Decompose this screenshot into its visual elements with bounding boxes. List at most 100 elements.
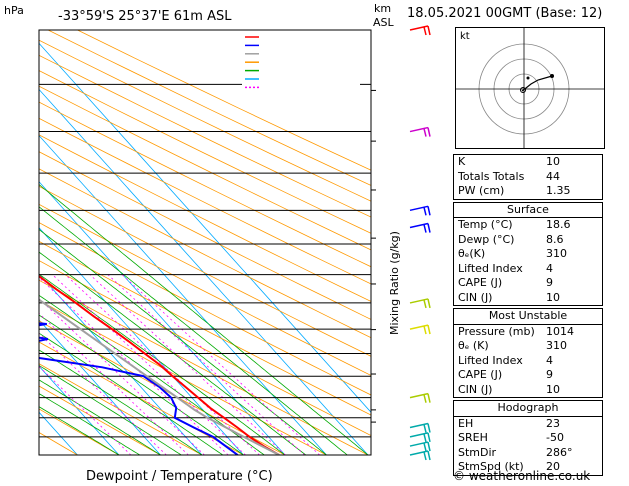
index-label: SREH <box>458 431 488 444</box>
wind-barb-flag <box>427 441 431 452</box>
wind-barb-flag <box>427 223 431 233</box>
index-value: 4 <box>546 353 553 367</box>
isotherm-line <box>39 181 286 455</box>
footer-credit: © weatheronline.co.uk <box>453 469 591 483</box>
index-row: StmDir 286° <box>454 446 602 461</box>
series-line-parcel-trajectory <box>39 298 280 455</box>
index-label: Lifted Index <box>458 261 523 275</box>
wind-barb-shaft <box>409 25 429 31</box>
isotherm-line <box>0 30 36 455</box>
wind-barb-flag <box>423 424 427 433</box>
index-row: Totals Totals 44 <box>454 170 602 185</box>
wind-barb-flag <box>423 325 427 335</box>
wind-barbs <box>409 25 431 461</box>
index-row: Lifted Index 4 <box>454 354 602 369</box>
wind-barb-shaft <box>409 450 429 456</box>
dry-adiabat-line <box>39 279 369 455</box>
index-label: θₑ(K) <box>458 247 486 260</box>
legend <box>242 32 360 90</box>
index-row: CAPE (J) 9 <box>454 276 602 291</box>
wind-barb-shaft <box>409 392 429 399</box>
index-label: EH <box>458 416 474 430</box>
dry-adiabat-line <box>39 408 120 455</box>
dry-adiabat-line <box>39 385 161 455</box>
hodograph-plot: kt <box>456 28 604 148</box>
index-label: Temp (°C) <box>458 218 513 231</box>
dry-adiabat-line <box>47 30 371 186</box>
dry-adiabat-line <box>39 39 371 202</box>
background-lines <box>0 30 371 455</box>
dry-adiabat-line <box>39 117 371 285</box>
most-unstable-box: Most Unstable Pressure (mb) 1014 θₑ (K) 310… <box>453 308 603 398</box>
index-value: 23 <box>546 416 560 430</box>
index-label: θₑ (K) <box>458 339 489 352</box>
series-line-temperature <box>39 274 280 455</box>
x-axis-label: Dewpoint / Temperature (°C) <box>86 469 273 484</box>
index-row: StmSpd (kt) 20 <box>454 460 602 475</box>
wind-barb-flag <box>423 433 427 443</box>
wind-barb-shaft <box>409 441 429 447</box>
wet-adiabat-line <box>39 184 369 455</box>
wet-adiabat-line <box>39 349 203 455</box>
index-row: Lifted Index 4 <box>454 262 602 277</box>
mixing-ratio-line <box>107 274 305 455</box>
wind-barb-flag <box>423 207 427 216</box>
index-label: CIN (J) <box>458 290 493 304</box>
dry-adiabat-line <box>39 341 244 455</box>
index-row: θₑ (K) 310 <box>454 339 602 354</box>
index-value: 10 <box>546 155 560 168</box>
index-row: EH 23 <box>454 417 602 432</box>
wind-barb-flag <box>427 423 431 433</box>
index-label: CIN (J) <box>458 382 493 396</box>
asl-unit-label: ASL <box>373 16 395 29</box>
series-line-dewpoint <box>39 322 239 455</box>
wet-adiabat-line <box>39 294 265 455</box>
indices-panel: K 10 Totals Totals 44 PW (cm) 1.35 Surface Te… <box>453 154 603 478</box>
hodograph-trace <box>521 75 553 92</box>
index-row: Pressure (mb) 1014 <box>454 325 602 340</box>
index-label: PW (cm) <box>458 184 505 197</box>
mixing-ratio-axis-label: Mixing Ratio (g/kg) <box>388 231 401 335</box>
mixing-ratio-line <box>39 312 189 455</box>
index-value: 44 <box>546 169 560 183</box>
index-label: Totals Totals <box>458 169 525 183</box>
axes-labels <box>371 89 376 423</box>
wet-adiabat-line <box>39 364 182 455</box>
dry-adiabat-line <box>39 134 371 302</box>
index-value: 286° <box>546 445 573 459</box>
dry-adiabat-line <box>77 30 371 171</box>
isotherm-line <box>39 88 369 455</box>
dry-adiabat-line <box>39 320 286 455</box>
index-label: Lifted Index <box>458 353 523 367</box>
isotherm-line <box>39 319 161 455</box>
hodograph-unit-label: kt <box>460 31 470 42</box>
wet-adiabat-line <box>39 406 120 455</box>
wind-barb-flag <box>423 451 427 461</box>
plot-frame <box>38 29 372 456</box>
index-value: 1.35 <box>546 184 571 197</box>
dry-adiabat-line <box>39 54 371 218</box>
surface-title: Surface <box>454 203 602 218</box>
wind-barb-shaft <box>409 298 429 304</box>
dry-adiabat-line <box>39 240 371 416</box>
surface-box: Surface Temp (°C) 18.6 Dewp (°C) 8.6 θₑ(K) 31… <box>453 201 603 306</box>
wind-barb-shaft <box>409 222 429 229</box>
hodograph: kt <box>455 27 605 149</box>
index-row: Temp (°C) 18.6 <box>454 218 602 233</box>
index-label: Dewp (°C) <box>458 232 515 246</box>
legend-background <box>242 32 360 90</box>
index-row: Dewp (°C) 8.6 <box>454 233 602 248</box>
mixing-ratio-line <box>39 365 132 455</box>
wind-barb-flag <box>423 394 427 403</box>
index-label: Pressure (mb) <box>458 324 535 338</box>
index-row: CIN (J) 10 <box>454 291 602 306</box>
index-row: CAPE (J) 9 <box>454 368 602 383</box>
wet-adiabat-line <box>39 332 224 455</box>
wind-barb-shaft <box>409 324 429 330</box>
isotherm-line <box>39 227 244 455</box>
index-value: 4 <box>546 261 553 275</box>
index-label: StmDir <box>458 445 497 459</box>
index-value: -50 <box>546 431 564 444</box>
storm-motion-marker <box>520 87 526 93</box>
wind-barb-shaft <box>409 205 429 212</box>
